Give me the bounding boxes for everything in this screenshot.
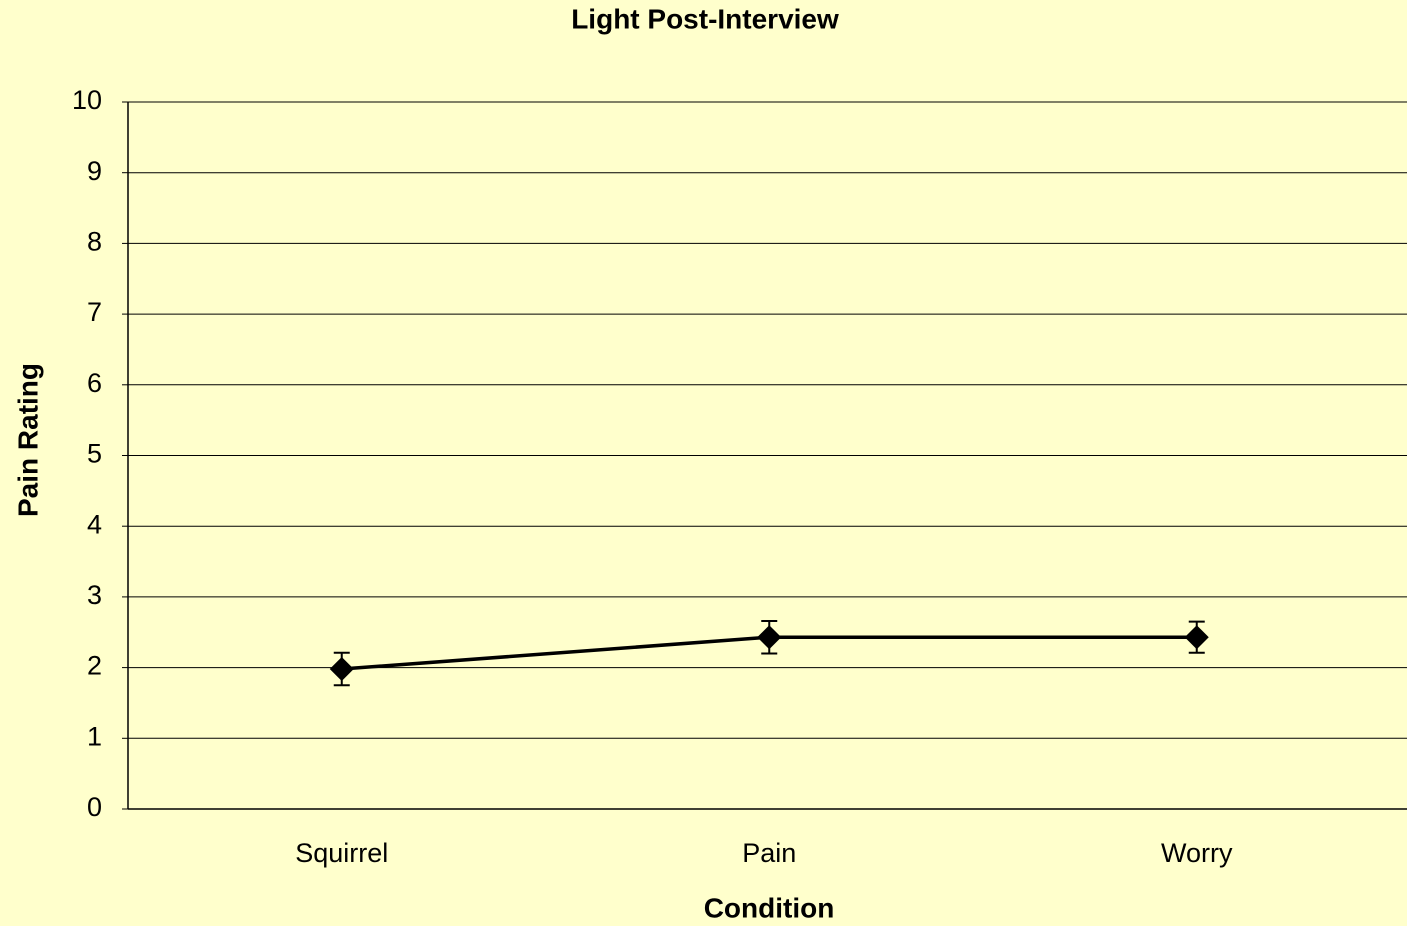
y-tick-label: 0 (87, 792, 102, 822)
y-tick-label: 7 (87, 297, 102, 327)
y-tick-label: 9 (87, 156, 102, 186)
y-tick-label: 2 (87, 651, 102, 681)
y-axis-label: Pain Rating (12, 363, 43, 517)
y-tick-label: 3 (87, 580, 102, 610)
x-tick-label: Pain (742, 838, 796, 868)
y-tick-label: 10 (72, 85, 102, 115)
chart-title: Light Post-Interview (571, 3, 839, 34)
y-tick-label: 8 (87, 227, 102, 257)
data-point (757, 625, 782, 650)
data-point (329, 657, 354, 682)
y-tick-label: 1 (87, 721, 102, 751)
y-tick-label: 5 (87, 439, 102, 469)
y-tick-label: 4 (87, 509, 102, 539)
x-tick-label: Squirrel (295, 838, 388, 868)
x-tick-label: Worry (1161, 838, 1233, 868)
data-point (1184, 625, 1209, 650)
y-tick-label: 6 (87, 368, 102, 398)
x-axis-label: Condition (704, 892, 835, 923)
